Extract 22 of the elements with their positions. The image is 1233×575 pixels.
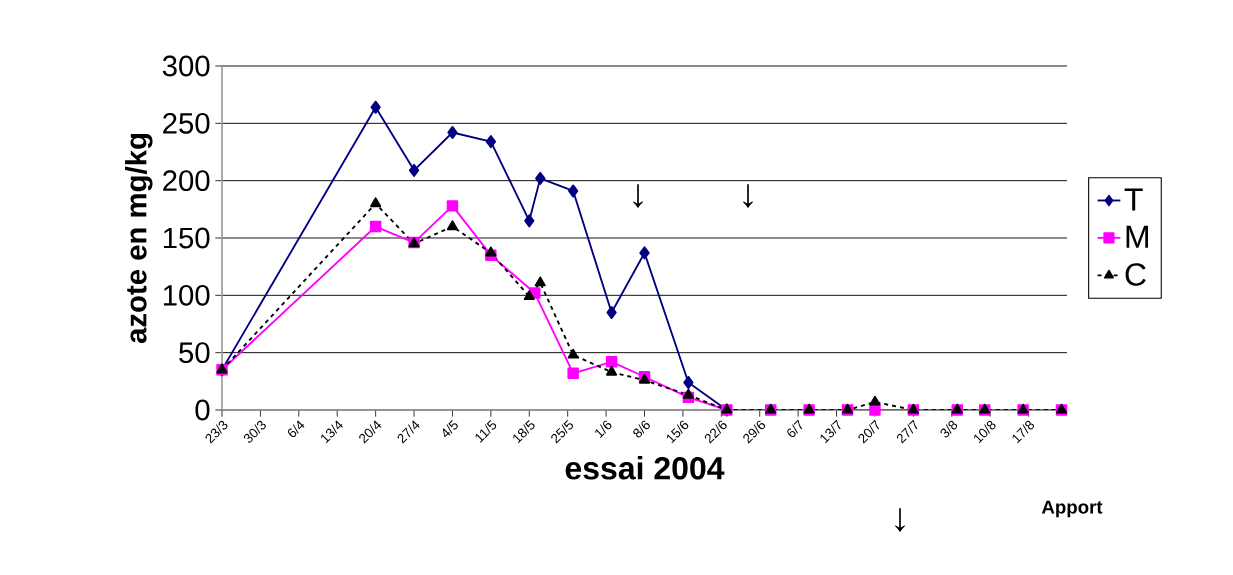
y-tick-label: 250 xyxy=(163,112,210,134)
x-tick-label: 8/6 xyxy=(633,420,650,438)
x-tick-label: 6/7 xyxy=(787,419,803,438)
y-tick-label: 100 xyxy=(163,284,210,306)
text: Apport xyxy=(1041,500,1103,518)
x-tick-label: 1/6 xyxy=(595,420,612,439)
x-tick-label: 4/5 xyxy=(442,420,458,438)
y-tick-label: 0 xyxy=(195,399,210,421)
y-axis-title: azote en mg/kg xyxy=(125,134,153,344)
y-tick-label: 150 xyxy=(163,227,210,249)
y-tick-label: 50 xyxy=(179,342,210,364)
legend-label: T xyxy=(1124,188,1143,211)
annotation: ↓ xyxy=(633,184,643,208)
y-tick-label: 300 xyxy=(162,55,210,77)
x-tick-label: 3/8 xyxy=(940,420,958,438)
legend-label: M xyxy=(1126,225,1148,248)
y-tick-label: 200 xyxy=(163,170,210,192)
x-axis-title: essai 2004 xyxy=(565,456,725,480)
annotation: ↓ xyxy=(743,184,753,208)
legend-label: C xyxy=(1125,263,1146,286)
text: ↓ xyxy=(895,508,905,532)
x-tick-label: 6/4 xyxy=(287,420,305,438)
